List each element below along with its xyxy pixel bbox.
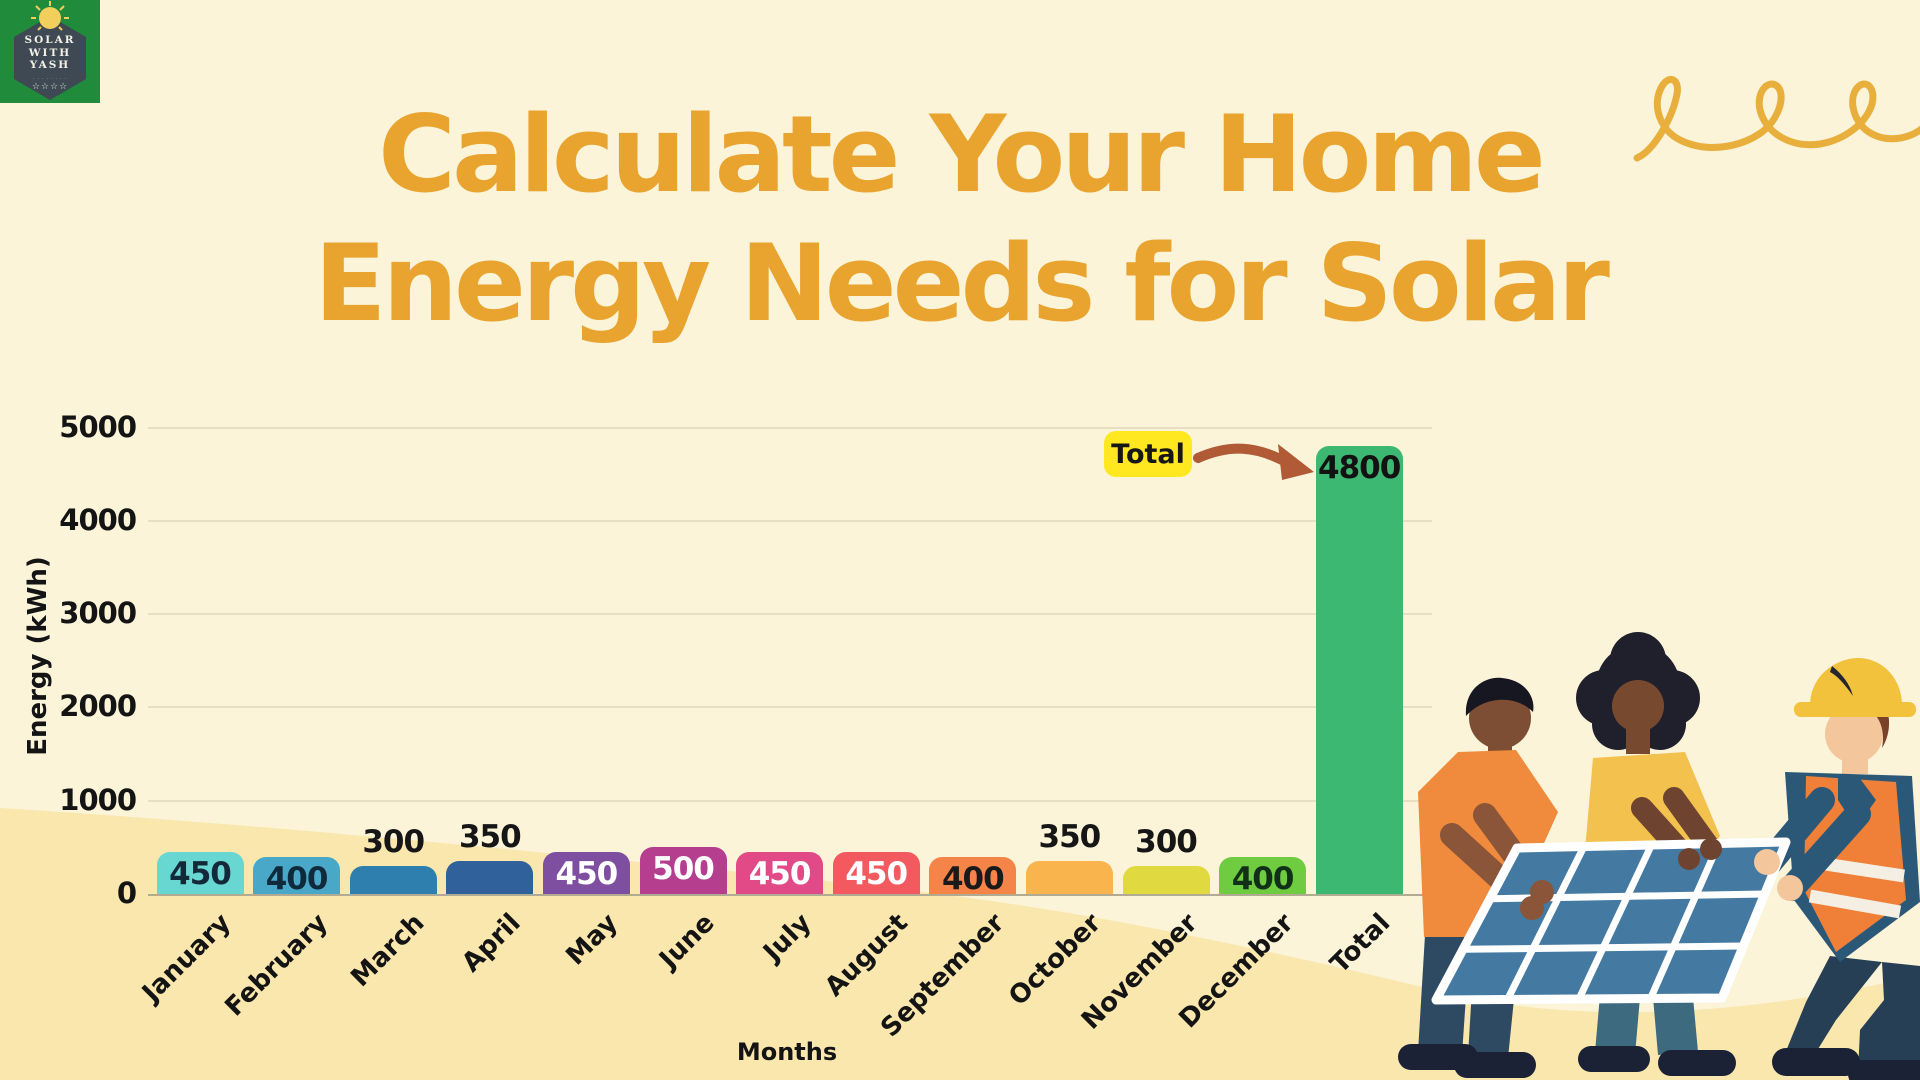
bar-june: 500 bbox=[639, 847, 727, 894]
page-title-line1: Calculate Your Home bbox=[378, 93, 1546, 216]
logo-wordmark: SOLAR WITH YASH bbox=[24, 34, 76, 71]
bar-value-may: 450 bbox=[555, 856, 619, 892]
y-tick-label-3000: 3000 bbox=[59, 596, 137, 631]
woman-hand bbox=[1678, 848, 1700, 870]
bar-april bbox=[446, 861, 534, 894]
bar-value-total: 4800 bbox=[1318, 450, 1401, 486]
bar-october bbox=[1025, 861, 1113, 894]
bar-may: 450 bbox=[542, 852, 630, 894]
bar-value-november: 300 bbox=[1135, 824, 1198, 860]
hard-hat bbox=[1794, 658, 1916, 717]
y-tick-label-5000: 5000 bbox=[59, 409, 137, 444]
bar-march bbox=[349, 866, 437, 894]
y-axis-title: Energy (kWh) bbox=[23, 556, 53, 756]
man-hand bbox=[1520, 896, 1544, 920]
bar-value-january: 450 bbox=[169, 856, 232, 892]
worker-right-figure bbox=[1757, 658, 1920, 1080]
bar-value-september: 400 bbox=[941, 861, 1005, 897]
bar-value-december: 400 bbox=[1231, 861, 1295, 897]
bar-value-october: 350 bbox=[1038, 819, 1102, 855]
woman-hand bbox=[1700, 838, 1722, 860]
bar-value-february: 400 bbox=[265, 861, 329, 897]
y-tick-label-4000: 4000 bbox=[59, 502, 137, 537]
bar-december: 400 bbox=[1219, 857, 1307, 897]
y-tick-label-1000: 1000 bbox=[59, 782, 137, 817]
bar-total: 4800 bbox=[1315, 446, 1403, 894]
y-tick-label-2000: 2000 bbox=[59, 689, 137, 724]
x-axis-title: Months bbox=[736, 1038, 838, 1066]
annotation-arrow-icon bbox=[1193, 443, 1314, 480]
hexagon-badge bbox=[14, 16, 86, 100]
gridline-3000 bbox=[148, 613, 1432, 616]
logo-badge bbox=[14, 1, 86, 100]
page-title-line2: Energy Needs for Solar bbox=[314, 222, 1610, 346]
bar-september: 400 bbox=[929, 857, 1017, 897]
total-annotation-chip: Total bbox=[1104, 431, 1192, 477]
page-title: Calculate Your Home Energy Needs for Sol… bbox=[0, 90, 1920, 349]
gridline-2000 bbox=[148, 706, 1432, 709]
gridline-4000 bbox=[148, 519, 1432, 522]
squiggle-decoration-icon bbox=[1633, 76, 1920, 162]
bar-july: 450 bbox=[736, 852, 824, 894]
bar-november bbox=[1122, 866, 1210, 894]
gridline-5000 bbox=[148, 426, 1432, 429]
gridline-1000 bbox=[148, 799, 1432, 802]
brand-logo: SOLAR WITH YASH · · · · · · · · ☆☆☆☆ bbox=[0, 0, 100, 103]
bar-value-april: 350 bbox=[458, 819, 522, 855]
logo-stars: ☆☆☆☆ bbox=[31, 82, 69, 92]
bar-january: 450 bbox=[156, 852, 244, 894]
bar-august: 450 bbox=[832, 852, 920, 894]
bar-value-june: 500 bbox=[652, 851, 715, 887]
x-axis-line bbox=[148, 894, 1432, 896]
solar-panel bbox=[1431, 837, 1791, 1005]
bar-february: 400 bbox=[253, 857, 341, 897]
worker-hand bbox=[1777, 875, 1803, 901]
bar-value-august: 450 bbox=[845, 856, 908, 892]
worker-hand bbox=[1754, 849, 1780, 875]
bar-value-july: 450 bbox=[748, 856, 812, 892]
y-tick-label-0: 0 bbox=[116, 876, 137, 910]
sun-icon bbox=[31, 1, 69, 31]
bar-value-march: 300 bbox=[362, 824, 425, 860]
logo-tagline: · · · · · · · · bbox=[32, 76, 68, 81]
solar-installation-illustration bbox=[1398, 632, 1920, 1080]
x-tick-label-total: Total bbox=[1324, 908, 1397, 980]
